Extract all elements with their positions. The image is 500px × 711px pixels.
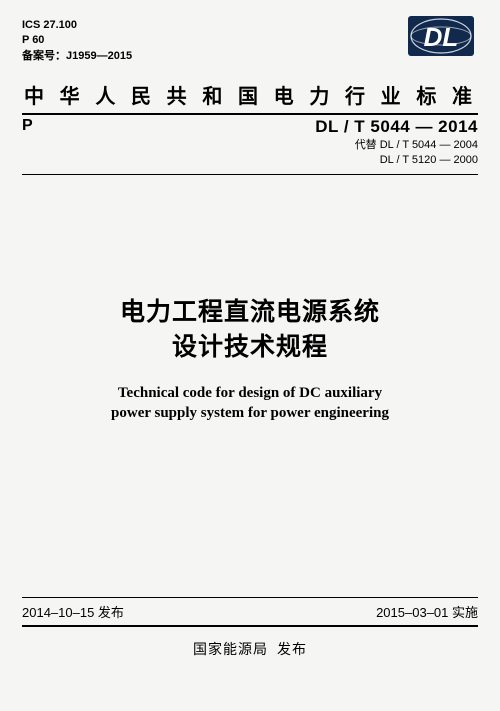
- footer-block: 2014–10–15 发布 2015–03–01 实施 国家能源局 发布: [22, 597, 478, 659]
- thin-rule-bottom: [22, 597, 478, 598]
- thick-rule-top: [22, 113, 478, 115]
- standard-number-row: P DL / T 5044 — 2014 代替 DL / T 5044 — 20…: [22, 117, 478, 168]
- issue-date: 2014–10–15 发布: [22, 602, 124, 621]
- title-cn-line-1: 电力工程直流电源系统: [22, 295, 478, 330]
- svg-text:DL: DL: [424, 22, 459, 52]
- standard-number-block: DL / T 5044 — 2014 代替 DL / T 5044 — 2004…: [315, 117, 478, 168]
- dl-logo: DL: [408, 16, 474, 56]
- p-mark: P: [22, 117, 33, 168]
- standard-number: DL / T 5044 — 2014: [315, 117, 478, 137]
- main-title-english: Technical code for design of DC auxiliar…: [22, 383, 478, 424]
- replaces-line-2: DL / T 5120 — 2000: [315, 153, 478, 167]
- title-en-line-1: Technical code for design of DC auxiliar…: [22, 383, 478, 403]
- effective-date: 2015–03–01 实施: [376, 602, 478, 621]
- thick-rule-bottom: [22, 625, 478, 627]
- dates-row: 2014–10–15 发布 2015–03–01 实施: [22, 602, 478, 621]
- publisher-org: 国家能源局: [193, 643, 268, 658]
- publisher: 国家能源局 发布: [22, 639, 478, 659]
- header-title: 中华人民共和国电力行业标准: [22, 80, 478, 109]
- publisher-action: 发布: [277, 643, 307, 658]
- title-en-line-2: power supply system for power engineerin…: [22, 403, 478, 423]
- replaces-line-1: 代替 DL / T 5044 — 2004: [315, 138, 478, 152]
- thin-rule-top: [22, 174, 478, 175]
- title-cn-line-2: 设计技术规程: [22, 330, 478, 365]
- main-title-chinese: 电力工程直流电源系统 设计技术规程: [22, 295, 478, 365]
